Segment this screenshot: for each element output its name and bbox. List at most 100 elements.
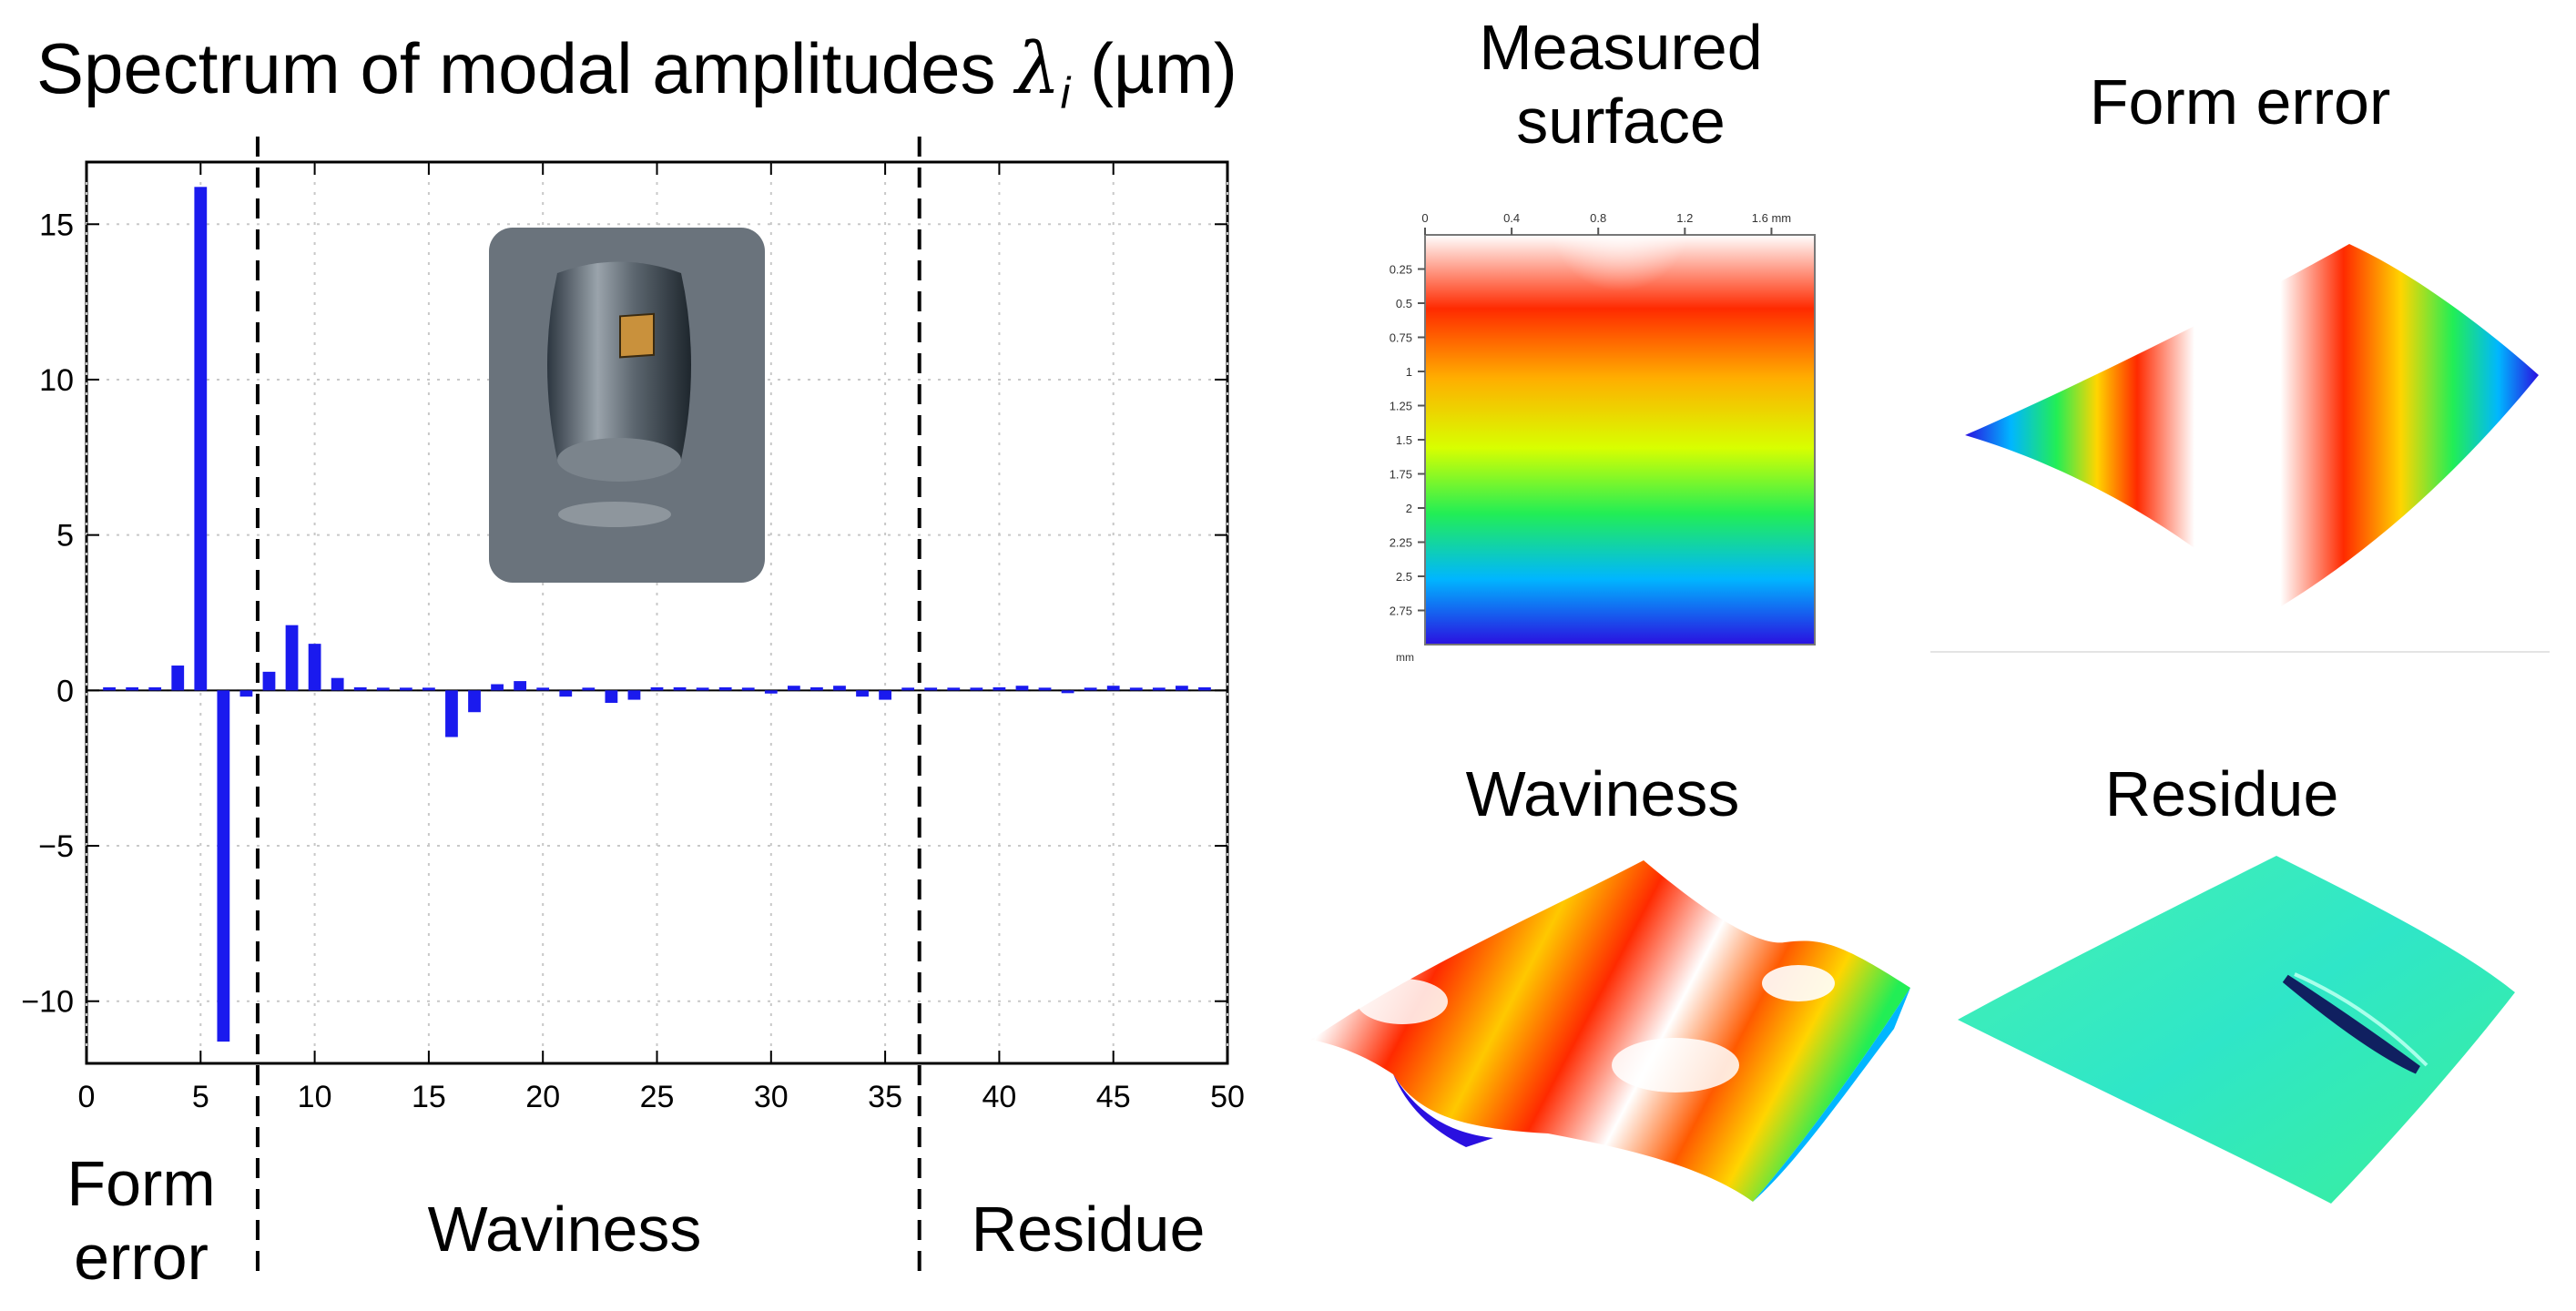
region-label-residue: Residue	[971, 1194, 1206, 1265]
x-tick-label-30: 30	[754, 1080, 789, 1114]
bar-mode-38	[947, 687, 961, 691]
bar-mode-22	[582, 687, 596, 691]
y-tick-label-10: 10	[39, 363, 74, 398]
measured-left-tick-label-7: 2	[1406, 502, 1412, 515]
x-tick-label-10: 10	[298, 1080, 332, 1114]
y-tick-label-15: 15	[39, 208, 74, 242]
bar-mode-16	[445, 690, 458, 737]
bar-mode-24	[627, 690, 641, 700]
y-tick-label--10: −10	[21, 985, 74, 1020]
measured-left-unit: mm	[1396, 651, 1414, 664]
bar-mode-47	[1152, 687, 1166, 691]
form-error-panel	[1930, 244, 2550, 653]
bar-mode-28	[718, 686, 732, 691]
residue-surface	[1958, 856, 2515, 1204]
bar-mode-44	[1084, 687, 1097, 691]
bar-mode-43	[1061, 690, 1074, 694]
measured-left-tick-label-9: 2.5	[1396, 570, 1412, 584]
bars	[103, 187, 1211, 1042]
x-axis-ticks: 0 5 10 15 20 25 30 35 40 45 50	[78, 162, 1245, 1114]
bar-mode-15	[423, 687, 435, 691]
bar-mode-26	[673, 686, 687, 691]
waviness-valley-1	[1393, 1074, 1493, 1147]
inset-photo	[489, 228, 765, 583]
y-tick-label-0: 0	[56, 674, 74, 708]
panel-title-residue: Residue	[2104, 758, 2339, 829]
bar-mode-21	[559, 690, 573, 697]
bar-mode-4	[171, 666, 185, 691]
bar-mode-14	[399, 687, 412, 691]
x-tick-label-50: 50	[1210, 1080, 1245, 1114]
bar-mode-25	[650, 686, 664, 691]
measured-left-tick-label-10: 2.75	[1390, 605, 1412, 618]
chart-title: Spectrum of modal amplitudes λi (µm)	[36, 28, 1237, 118]
panel-title-waviness: Waviness	[1465, 758, 1740, 829]
y-tick-label--5: −5	[38, 829, 74, 864]
bar-mode-19	[514, 681, 527, 691]
inset-photo-part-end	[557, 438, 681, 482]
measured-top-tick-label-1: 0.4	[1503, 211, 1520, 225]
bar-mode-31	[787, 686, 800, 691]
measured-left-axis: 0.25 0.5 0.75 1 1.25 1.5 1.75 2 2.25 2.5 2.75 mm	[1390, 263, 1425, 664]
bar-chart: 0 5 10 15 20 25 30 35 40 45 50 −10 −5 0 5 10 15	[21, 137, 1245, 1275]
region-dividers	[255, 137, 921, 1275]
bar-mode-9	[285, 625, 299, 691]
y-tick-label-5: 5	[56, 519, 74, 554]
waviness-surface	[1311, 860, 1910, 1202]
measured-left-tick-label-5: 1.5	[1396, 433, 1412, 447]
bar-mode-2	[126, 686, 139, 691]
bar-mode-27	[696, 687, 709, 691]
bar-mode-10	[308, 644, 321, 691]
bar-mode-39	[970, 687, 983, 691]
measured-left-tick-label-4: 1.25	[1390, 400, 1412, 413]
residue-panel	[1958, 856, 2515, 1204]
measured-top-tick-label-0: 0	[1421, 211, 1428, 225]
waviness-peak-1	[1357, 979, 1448, 1024]
inset-photo-measured-patch	[619, 312, 655, 359]
bar-mode-11	[331, 677, 344, 691]
bar-mode-36	[901, 687, 915, 691]
bar-mode-7	[239, 690, 253, 697]
measured-left-tick-label-6: 1.75	[1390, 468, 1412, 482]
measured-surface-panel: 0 0.4 0.8 1.2 1.6 mm 0.25 0.5 0.75 1 1.25 1.5 1.75…	[1390, 211, 1816, 664]
x-tick-label-5: 5	[192, 1080, 209, 1114]
bar-mode-13	[376, 687, 390, 691]
bar-mode-6	[217, 690, 230, 1042]
measured-top-tick-label-2: 0.8	[1590, 211, 1606, 225]
bar-mode-34	[856, 690, 869, 697]
bar-mode-5	[194, 187, 208, 691]
bar-mode-42	[1038, 687, 1052, 691]
bar-mode-3	[148, 686, 162, 691]
measured-left-tick-label-1: 0.5	[1396, 297, 1412, 310]
bar-mode-17	[468, 690, 481, 713]
panel-title-form-error: Form error	[2089, 66, 2391, 137]
bar-mode-12	[353, 686, 367, 691]
x-tick-label-20: 20	[525, 1080, 560, 1114]
lambda-subscript: i	[1060, 69, 1071, 118]
bar-mode-18	[491, 684, 504, 691]
bar-mode-1	[103, 686, 116, 691]
x-tick-label-45: 45	[1096, 1080, 1131, 1114]
bar-mode-8	[262, 671, 276, 691]
measured-top-tick-label-3: 1.2	[1676, 211, 1693, 225]
inset-photo-part	[547, 261, 691, 472]
bar-mode-29	[741, 687, 755, 691]
measured-left-tick-label-0: 0.25	[1390, 263, 1412, 277]
form-error-surface	[1965, 244, 2539, 612]
measured-surface-highlight	[1425, 235, 1815, 645]
y-axis-ticks: −10 −5 0 5 10 15	[21, 208, 1227, 1020]
waviness-peak-3	[1762, 965, 1835, 1001]
x-tick-label-25: 25	[640, 1080, 675, 1114]
bar-mode-41	[1015, 686, 1029, 691]
bar-mode-46	[1129, 687, 1143, 691]
bar-mode-32	[810, 686, 823, 691]
bar-mode-37	[924, 687, 938, 691]
bar-mode-35	[879, 690, 891, 700]
panel-title-measured-surface: Measured surface	[1479, 12, 1763, 157]
measured-left-tick-label-3: 1	[1406, 365, 1412, 379]
region-label-form-error: Form error	[66, 1148, 216, 1293]
lambda-symbol: λ	[1015, 28, 1061, 110]
measured-top-axis: 0 0.4 0.8 1.2 1.6 mm	[1421, 211, 1791, 235]
measured-left-tick-label-8: 2.25	[1390, 536, 1412, 550]
